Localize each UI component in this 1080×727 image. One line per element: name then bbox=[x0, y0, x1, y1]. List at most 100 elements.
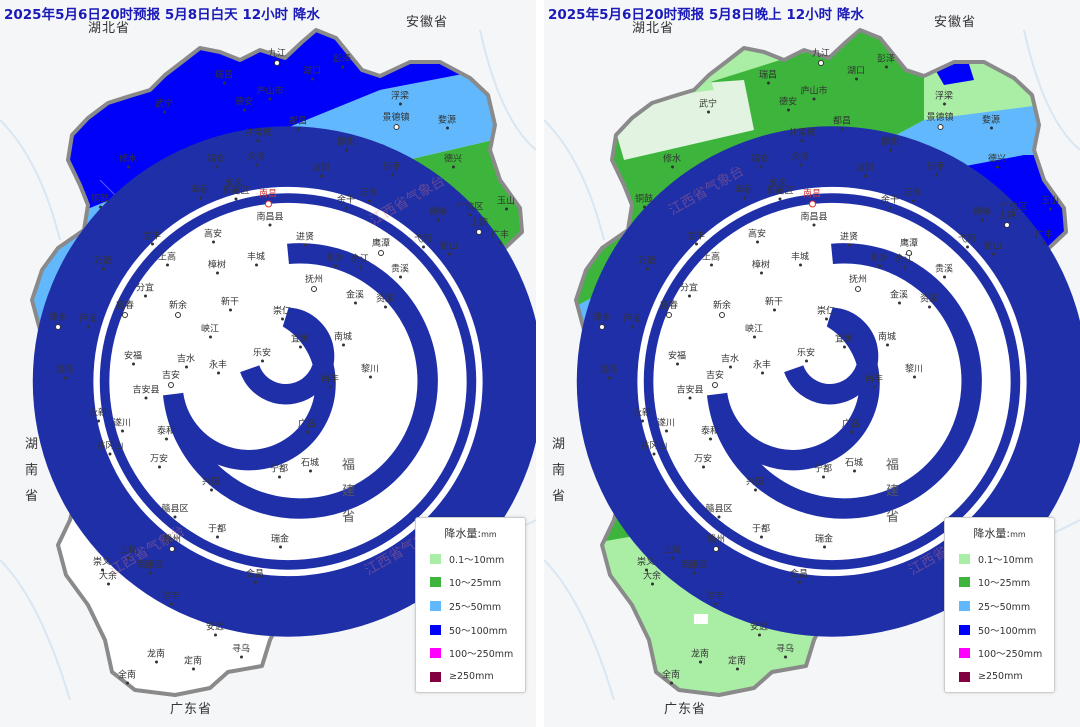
city-label: 景德镇 bbox=[382, 110, 409, 130]
city-label: 赣州 bbox=[707, 532, 725, 552]
city-label: 南康区 bbox=[680, 558, 707, 575]
legend-swatch bbox=[430, 624, 441, 635]
city-label: 浮梁 bbox=[935, 89, 953, 106]
city-label: 泰和 bbox=[157, 424, 175, 441]
city-label: 赣县区 bbox=[161, 502, 188, 519]
city-label: 共青城 bbox=[788, 126, 815, 143]
city-label: 宜丰 bbox=[687, 229, 705, 246]
city-label: 湖口 bbox=[303, 64, 321, 81]
city-label: 分宜 bbox=[680, 281, 698, 298]
city-label: 永新 bbox=[89, 406, 107, 423]
city-label: 庐山市 bbox=[800, 84, 827, 101]
city-label: 遂川 bbox=[657, 416, 675, 433]
city-label: 新余 bbox=[169, 298, 187, 318]
city-label: 金溪 bbox=[890, 288, 908, 305]
legend-title-text: 降水量 bbox=[973, 527, 1007, 540]
legend-label: 50～100mm bbox=[449, 625, 508, 637]
city-label: 樟树 bbox=[208, 258, 226, 275]
city-label: 万载 bbox=[94, 254, 112, 271]
city-label: 永新 bbox=[633, 406, 651, 423]
city-label: 抚州 bbox=[849, 272, 867, 292]
city-label: 弋阳 bbox=[414, 232, 432, 249]
city-label: 贵溪 bbox=[391, 262, 409, 279]
precipitation-legend: 降水量:mm 0.1～10mm 10～25mm 25～50mm 50～100mm… bbox=[415, 517, 526, 693]
city-label: 石城 bbox=[301, 456, 319, 473]
city-label: 永丰 bbox=[753, 358, 771, 375]
city-label: 兴国 bbox=[746, 475, 764, 492]
city-label: 宜春 bbox=[660, 298, 678, 318]
city-label: 奉新 bbox=[735, 183, 753, 200]
legend-item: 0.1～10mm bbox=[945, 547, 1054, 571]
daytime-precipitation-map: 2025年5月6日20时预报 5月8日白天 12小时 降水 湖北省 安徽省 湖南… bbox=[0, 0, 536, 727]
legend-swatch bbox=[430, 600, 441, 611]
city-label: 萍乡 bbox=[593, 310, 611, 330]
city-label: 全南 bbox=[118, 668, 136, 685]
city-label: 于都 bbox=[208, 522, 226, 539]
provincial-capital-label: 南昌 bbox=[259, 187, 277, 208]
city-label: 铅山 bbox=[984, 239, 1002, 256]
city-label: 大余 bbox=[643, 569, 661, 586]
legend-item: 50～100mm bbox=[416, 618, 525, 642]
legend-label: 0.1～10mm bbox=[449, 554, 505, 566]
legend-swatch bbox=[430, 577, 441, 588]
city-label: 会昌 bbox=[246, 567, 264, 584]
city-label: 新干 bbox=[765, 295, 783, 312]
city-label: 资溪 bbox=[920, 292, 938, 309]
city-label: 吉安 bbox=[162, 368, 180, 388]
city-label: 丰城 bbox=[791, 250, 809, 267]
city-label: 黎川 bbox=[905, 362, 923, 379]
city-label: 武宁 bbox=[155, 97, 173, 114]
city-label: 乐平 bbox=[927, 160, 945, 177]
city-label: 彭泽 bbox=[877, 52, 895, 69]
city-label: 新干 bbox=[221, 295, 239, 312]
city-label: 万安 bbox=[694, 452, 712, 469]
city-label: 波阳 bbox=[856, 161, 874, 178]
city-label: 鹰潭 bbox=[900, 236, 918, 256]
city-label: 余江 bbox=[895, 252, 913, 269]
city-label: 萍乡 bbox=[49, 310, 67, 330]
city-label: 进贤 bbox=[840, 230, 858, 247]
city-label: 上犹 bbox=[119, 543, 137, 560]
city-label: 龙南 bbox=[691, 647, 709, 664]
city-label: 瑞金 bbox=[815, 532, 833, 549]
city-label: 宁都 bbox=[270, 462, 288, 479]
hubei-label: 湖北省 bbox=[88, 21, 131, 36]
city-label: 吉水 bbox=[721, 352, 739, 369]
city-label: 余干 bbox=[881, 193, 899, 210]
city-label: 大余 bbox=[99, 569, 117, 586]
legend-swatch bbox=[959, 648, 970, 659]
city-label: 广丰 bbox=[491, 228, 509, 245]
city-label: 铜鼓 bbox=[635, 192, 653, 209]
city-label: 万年 bbox=[904, 186, 922, 203]
city-label: 德安 bbox=[235, 95, 253, 112]
city-label: 铜鼓 bbox=[91, 192, 109, 209]
city-label: 德兴 bbox=[444, 152, 462, 169]
city-label: 寻乌 bbox=[232, 642, 250, 659]
city-label: 横峰 bbox=[973, 205, 991, 222]
city-label: 鄱阳 bbox=[881, 135, 899, 152]
city-label: 于都 bbox=[752, 522, 770, 539]
city-label: 瑞昌 bbox=[215, 68, 233, 85]
city-label: 玉山 bbox=[497, 194, 515, 211]
city-label: 修水 bbox=[663, 152, 681, 169]
city-label: 浮梁 bbox=[391, 89, 409, 106]
city-label: 九江 bbox=[812, 46, 830, 66]
city-label: 余江 bbox=[351, 252, 369, 269]
legend-title: 降水量:mm bbox=[444, 527, 497, 540]
city-label: 鄱阳 bbox=[337, 135, 355, 152]
city-label: 芦溪 bbox=[623, 312, 641, 329]
legend-item: 10～25mm bbox=[416, 571, 525, 595]
legend-swatch bbox=[959, 671, 970, 682]
city-label: 龙南 bbox=[147, 647, 165, 664]
city-label: 吉安 bbox=[706, 368, 724, 388]
legend-label: 100～250mm bbox=[449, 649, 514, 661]
city-label: 抚州 bbox=[305, 272, 323, 292]
legend-swatch bbox=[430, 671, 441, 682]
city-label: 金溪 bbox=[346, 288, 364, 305]
legend-swatch bbox=[959, 577, 970, 588]
city-label: 南城 bbox=[334, 330, 352, 347]
city-label: 靖安 bbox=[207, 152, 225, 169]
city-label: 东乡 bbox=[870, 251, 888, 268]
city-label: 资溪 bbox=[376, 292, 394, 309]
